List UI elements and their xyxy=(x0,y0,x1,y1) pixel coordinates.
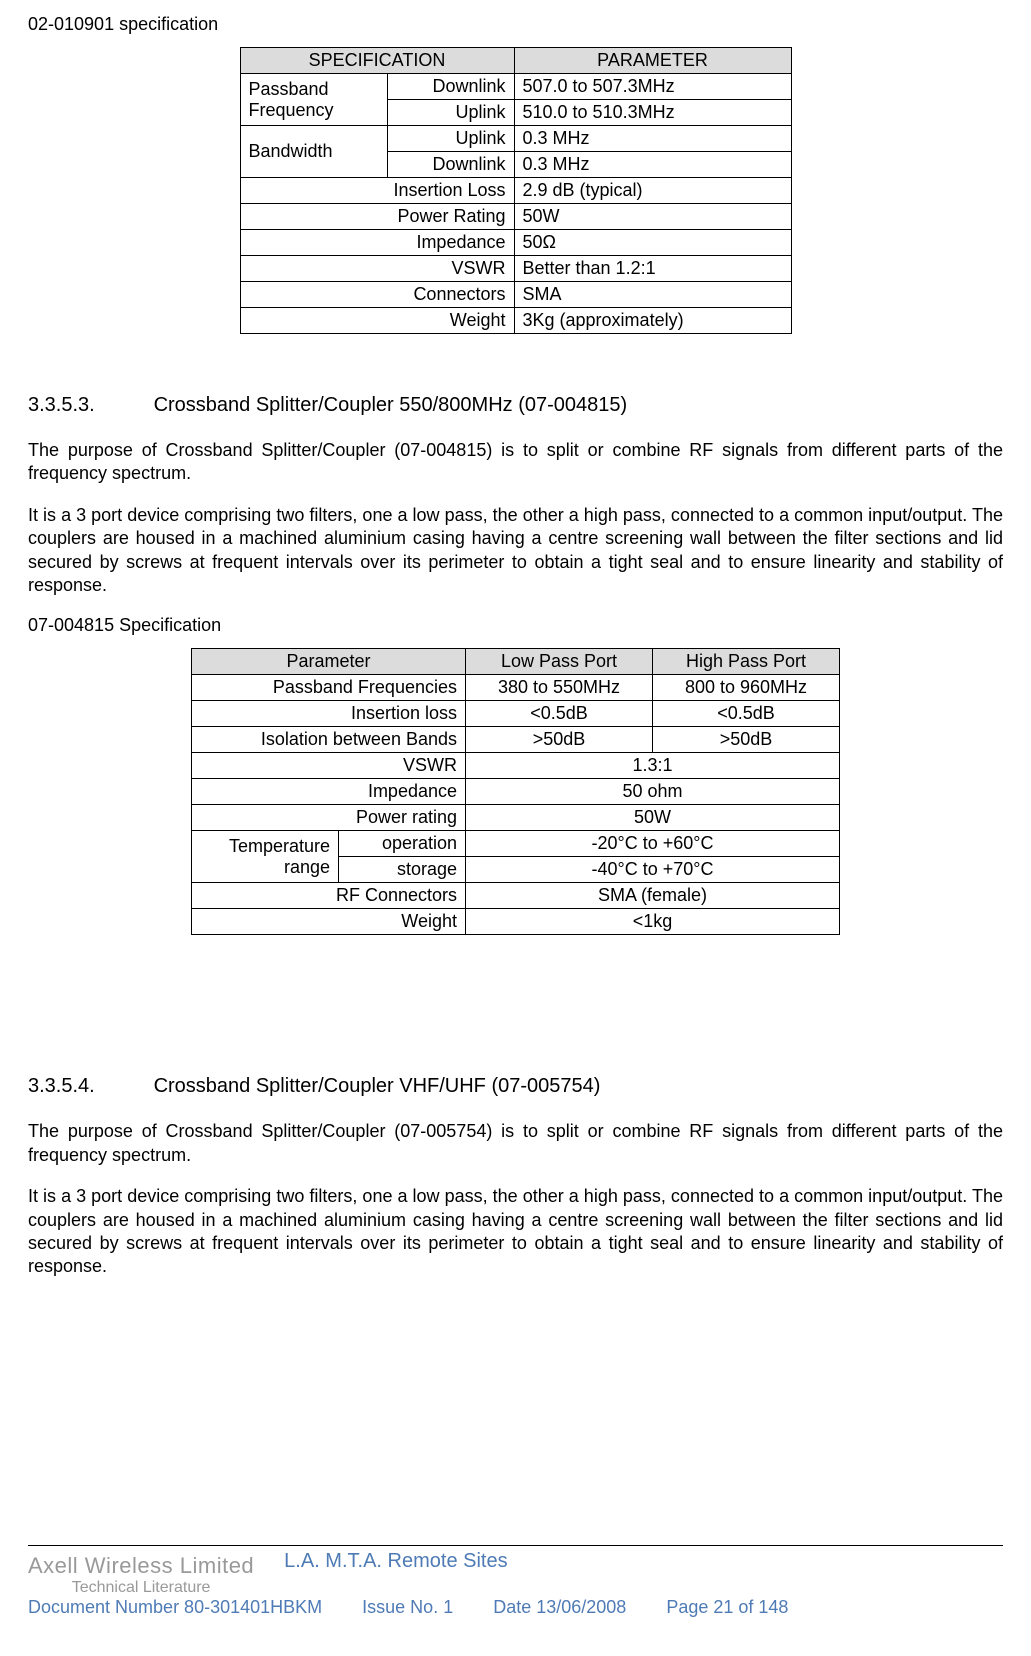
cell-vswr-label: VSWR xyxy=(192,753,466,779)
cell-isolation-low: >50dB xyxy=(466,727,653,753)
heading-title: Crossband Splitter/Coupler VHF/UHF (07-0… xyxy=(154,1075,601,1097)
brand-sub: Technical Literature xyxy=(28,1579,254,1597)
cell-insertion-label: Insertion loss xyxy=(192,701,466,727)
cell-weight-label: Weight xyxy=(240,308,514,334)
heading-num: 3.3.5.3. xyxy=(28,394,148,417)
cell-weight-val: 3Kg (approximately) xyxy=(514,308,791,334)
cell-uplink-label: Uplink xyxy=(387,100,514,126)
cell-passband-high: 800 to 960MHz xyxy=(653,675,840,701)
cell-downlink-label: Downlink xyxy=(387,74,514,100)
cell-power-rating-label: Power Rating xyxy=(240,204,514,230)
cell-weight-label: Weight xyxy=(192,909,466,935)
cell-weight-val: <1kg xyxy=(466,909,840,935)
cell-insertion-low: <0.5dB xyxy=(466,701,653,727)
cell-power-val: 50W xyxy=(466,805,840,831)
table-row: Impedance 50 ohm xyxy=(192,779,840,805)
cell-rfconn-val: SMA (female) xyxy=(466,883,840,909)
cell-impedance-val: 50 ohm xyxy=(466,779,840,805)
cell-vswr-val: 1.3:1 xyxy=(466,753,840,779)
table-row: Power Rating 50W xyxy=(240,204,791,230)
page-footer: Axell Wireless Limited Technical Literat… xyxy=(28,1535,1003,1618)
table-row: Connectors SMA xyxy=(240,282,791,308)
footer-lit-block: L.A. M.T.A. Remote Sites xyxy=(284,1550,1003,1597)
spec-label-004815: 07-004815 Specification xyxy=(28,615,1003,636)
cell-bw-downlink-label: Downlink xyxy=(387,152,514,178)
footer-divider xyxy=(28,1545,1003,1546)
cell-rfconn-label: RF Connectors xyxy=(192,883,466,909)
cell-insertion-loss-label: Insertion Loss xyxy=(240,178,514,204)
table-row: Bandwidth Uplink 0.3 MHz xyxy=(240,126,791,152)
cell-passband-freq-label: Passband Frequency xyxy=(240,74,387,126)
table-row: Insertion loss <0.5dB <0.5dB xyxy=(192,701,840,727)
table-row: Passband Frequencies 380 to 550MHz 800 t… xyxy=(192,675,840,701)
cell-bw-uplink-val: 0.3 MHz xyxy=(514,126,791,152)
cell-temp-st-val: -40°C to +70°C xyxy=(466,857,840,883)
cell-temp-st-label: storage xyxy=(339,857,466,883)
paragraph: It is a 3 port device comprising two fil… xyxy=(28,504,1003,598)
paragraph: The purpose of Crossband Splitter/Couple… xyxy=(28,439,1003,486)
col-header-param: Parameter xyxy=(192,649,466,675)
table-row: RF Connectors SMA (female) xyxy=(192,883,840,909)
footer-brand-block: Axell Wireless Limited Technical Literat… xyxy=(28,1553,254,1597)
heading-3-3-5-4: 3.3.5.4. Crossband Splitter/Coupler VHF/… xyxy=(28,1075,1003,1098)
cell-vswr-label: VSWR xyxy=(240,256,514,282)
cell-temp-op-val: -20°C to +60°C xyxy=(466,831,840,857)
cell-passband-low: 380 to 550MHz xyxy=(466,675,653,701)
cell-impedance-val: 50Ω xyxy=(514,230,791,256)
cell-isolation-high: >50dB xyxy=(653,727,840,753)
table-row: Power rating 50W xyxy=(192,805,840,831)
footer-doc: Document Number 80-301401HBKM xyxy=(28,1597,322,1618)
cell-impedance-label: Impedance xyxy=(192,779,466,805)
spec-table-010901: SPECIFICATION PARAMETER Passband Frequen… xyxy=(240,47,792,334)
cell-isolation-label: Isolation between Bands xyxy=(192,727,466,753)
paragraph: It is a 3 port device comprising two fil… xyxy=(28,1185,1003,1279)
cell-passband-label: Passband Frequencies xyxy=(192,675,466,701)
page: 02-010901 specification SPECIFICATION PA… xyxy=(0,0,1031,1656)
footer-row-top: Axell Wireless Limited Technical Literat… xyxy=(28,1550,1003,1597)
table-row: Passband Frequency Downlink 507.0 to 507… xyxy=(240,74,791,100)
table-row: VSWR Better than 1.2:1 xyxy=(240,256,791,282)
heading-title: Crossband Splitter/Coupler 550/800MHz (0… xyxy=(154,394,628,416)
footer-row-bottom: Document Number 80-301401HBKM Issue No. … xyxy=(28,1597,1003,1618)
cell-temp-label: Temperature range xyxy=(192,831,339,883)
table-row: Weight <1kg xyxy=(192,909,840,935)
col-header-high: High Pass Port xyxy=(653,649,840,675)
footer-page: Page 21 of 148 xyxy=(666,1597,788,1618)
footer-lit: L.A. M.T.A. Remote Sites xyxy=(284,1550,1003,1573)
table-row: Temperature range operation -20°C to +60… xyxy=(192,831,840,857)
cell-power-label: Power rating xyxy=(192,805,466,831)
cell-bandwidth-label: Bandwidth xyxy=(240,126,387,178)
cell-insertion-high: <0.5dB xyxy=(653,701,840,727)
cell-connectors-label: Connectors xyxy=(240,282,514,308)
table-row: SPECIFICATION PARAMETER xyxy=(240,48,791,74)
table-row: Weight 3Kg (approximately) xyxy=(240,308,791,334)
paragraph: The purpose of Crossband Splitter/Couple… xyxy=(28,1120,1003,1167)
heading-num: 3.3.5.4. xyxy=(28,1075,148,1098)
cell-connectors-val: SMA xyxy=(514,282,791,308)
cell-power-rating-val: 50W xyxy=(514,204,791,230)
cell-vswr-val: Better than 1.2:1 xyxy=(514,256,791,282)
cell-temp-op-label: operation xyxy=(339,831,466,857)
spec-table-004815: Parameter Low Pass Port High Pass Port P… xyxy=(191,648,840,935)
col-header-param: PARAMETER xyxy=(514,48,791,74)
table-row: Impedance 50Ω xyxy=(240,230,791,256)
table-row: Insertion Loss 2.9 dB (typical) xyxy=(240,178,791,204)
table-row: Isolation between Bands >50dB >50dB xyxy=(192,727,840,753)
cell-bw-uplink-label: Uplink xyxy=(387,126,514,152)
footer-date: Date 13/06/2008 xyxy=(493,1597,626,1618)
spec-label-010901: 02-010901 specification xyxy=(28,14,1003,35)
table-row: Parameter Low Pass Port High Pass Port xyxy=(192,649,840,675)
cell-uplink-val: 510.0 to 510.3MHz xyxy=(514,100,791,126)
cell-impedance-label: Impedance xyxy=(240,230,514,256)
footer-issue: Issue No. 1 xyxy=(362,1597,453,1618)
heading-3-3-5-3: 3.3.5.3. Crossband Splitter/Coupler 550/… xyxy=(28,394,1003,417)
cell-insertion-loss-val: 2.9 dB (typical) xyxy=(514,178,791,204)
brand-name: Axell Wireless Limited xyxy=(28,1553,254,1579)
cell-downlink-val: 507.0 to 507.3MHz xyxy=(514,74,791,100)
col-header-spec: SPECIFICATION xyxy=(240,48,514,74)
col-header-low: Low Pass Port xyxy=(466,649,653,675)
table-row: VSWR 1.3:1 xyxy=(192,753,840,779)
cell-bw-downlink-val: 0.3 MHz xyxy=(514,152,791,178)
